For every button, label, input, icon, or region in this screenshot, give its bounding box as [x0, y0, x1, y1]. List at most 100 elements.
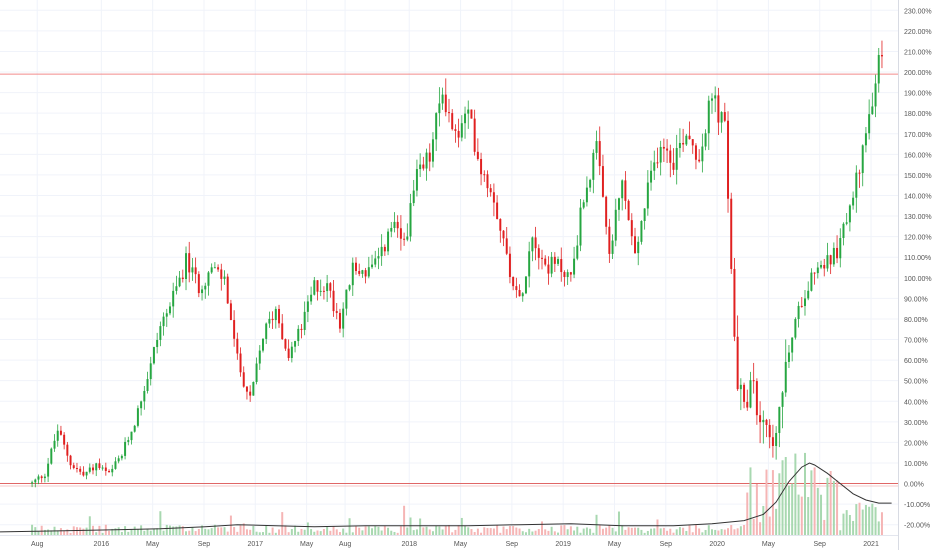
volume-bar	[43, 529, 46, 535]
x-tick-label: May	[146, 541, 160, 548]
volume-bar	[332, 526, 335, 535]
candle-body	[310, 294, 313, 302]
x-tick-label: 2016	[94, 541, 110, 548]
volume-bar	[746, 492, 749, 535]
candle-body	[69, 455, 72, 466]
volume-bar	[640, 529, 643, 535]
volume-bar	[694, 525, 697, 535]
candle-body	[364, 270, 367, 277]
candle-body	[480, 158, 483, 175]
candle-body	[640, 221, 643, 242]
candle-body	[281, 323, 284, 340]
volume-bar	[877, 521, 880, 535]
volume-bar	[358, 527, 361, 535]
candle-body	[136, 408, 139, 426]
candle-body	[79, 468, 82, 472]
volume-bar	[175, 526, 178, 535]
candle-body	[627, 200, 630, 221]
candle-body	[454, 129, 457, 131]
candle-body	[566, 272, 569, 277]
y-tick-label: 0.00%	[904, 482, 924, 489]
candle-body	[172, 290, 175, 307]
candle-body	[75, 468, 78, 470]
volume-bar	[816, 487, 819, 535]
candle-body	[37, 476, 40, 480]
volume-bar	[152, 528, 155, 535]
candle-body	[255, 363, 258, 382]
candle-body	[306, 301, 309, 312]
volume-bar	[557, 532, 560, 535]
volume-bar	[621, 525, 624, 535]
candle-body	[704, 133, 707, 147]
candle-body	[707, 100, 710, 134]
volume-bar	[300, 528, 303, 535]
volume-bar	[832, 480, 835, 535]
volume-bar	[874, 507, 877, 535]
volume-bar	[617, 511, 620, 535]
candle-body	[303, 311, 306, 330]
y-tick-label: 20.00%	[904, 440, 928, 447]
volume-bar	[794, 453, 797, 535]
gridlines	[0, 0, 898, 535]
candle-body	[294, 341, 297, 347]
candle-body	[720, 112, 723, 123]
candle-body	[412, 190, 415, 204]
x-tick-label: Sep	[660, 541, 673, 548]
candle-body	[351, 262, 354, 286]
candle-body	[85, 471, 88, 476]
candle-body	[768, 424, 771, 438]
candle-body	[50, 448, 53, 464]
candle-body	[717, 95, 720, 123]
candle-body	[441, 94, 444, 104]
volume-bar	[637, 527, 640, 535]
y-tick-label: 100.00%	[904, 276, 932, 283]
candle-body	[675, 148, 678, 170]
volume-bar	[675, 529, 678, 535]
candle-body	[534, 237, 537, 249]
volume-bar	[409, 517, 412, 535]
y-tick-label: 200.00%	[904, 70, 932, 77]
candle-body	[755, 381, 758, 416]
volume-bar	[537, 529, 540, 535]
candle-body	[637, 241, 640, 254]
volume-moving-average	[0, 462, 892, 533]
volume-bar	[839, 530, 842, 535]
candle-body	[476, 151, 479, 159]
candle-body	[502, 230, 505, 239]
candle-body	[563, 272, 566, 277]
x-tick-label: May	[300, 541, 314, 548]
volume-bar	[829, 470, 832, 535]
candle-body	[698, 159, 701, 162]
candle-body	[470, 109, 473, 119]
volume-bar	[156, 528, 159, 535]
volume-bar	[541, 521, 544, 535]
volume-bar	[858, 502, 861, 535]
volume-bar	[428, 529, 431, 535]
volume-bar	[207, 529, 210, 535]
candle-body	[832, 247, 835, 265]
volume-bar	[383, 525, 386, 535]
candle-body	[120, 455, 123, 459]
candle-body	[598, 141, 601, 167]
x-tick-label: Sep	[814, 541, 827, 548]
volume-bar	[178, 525, 181, 535]
candle-body	[133, 425, 136, 432]
volume-bar	[573, 530, 576, 535]
candle-body	[233, 320, 236, 339]
volume-bar	[502, 526, 505, 535]
candle-body	[656, 162, 659, 164]
candle-body	[499, 219, 502, 231]
volume-bar	[698, 528, 701, 535]
volume-bar	[733, 529, 736, 535]
candle-body	[300, 328, 303, 330]
candle-body	[771, 437, 774, 446]
volume-bar	[130, 529, 133, 535]
candle-body	[877, 54, 880, 84]
x-tick-label: 2019	[555, 541, 571, 548]
volume-bar	[524, 532, 527, 535]
volume-bar	[534, 530, 537, 535]
candle-body	[226, 276, 229, 304]
volume-bar	[634, 527, 637, 535]
volume-bar	[659, 528, 662, 535]
volume-bar	[124, 526, 127, 535]
